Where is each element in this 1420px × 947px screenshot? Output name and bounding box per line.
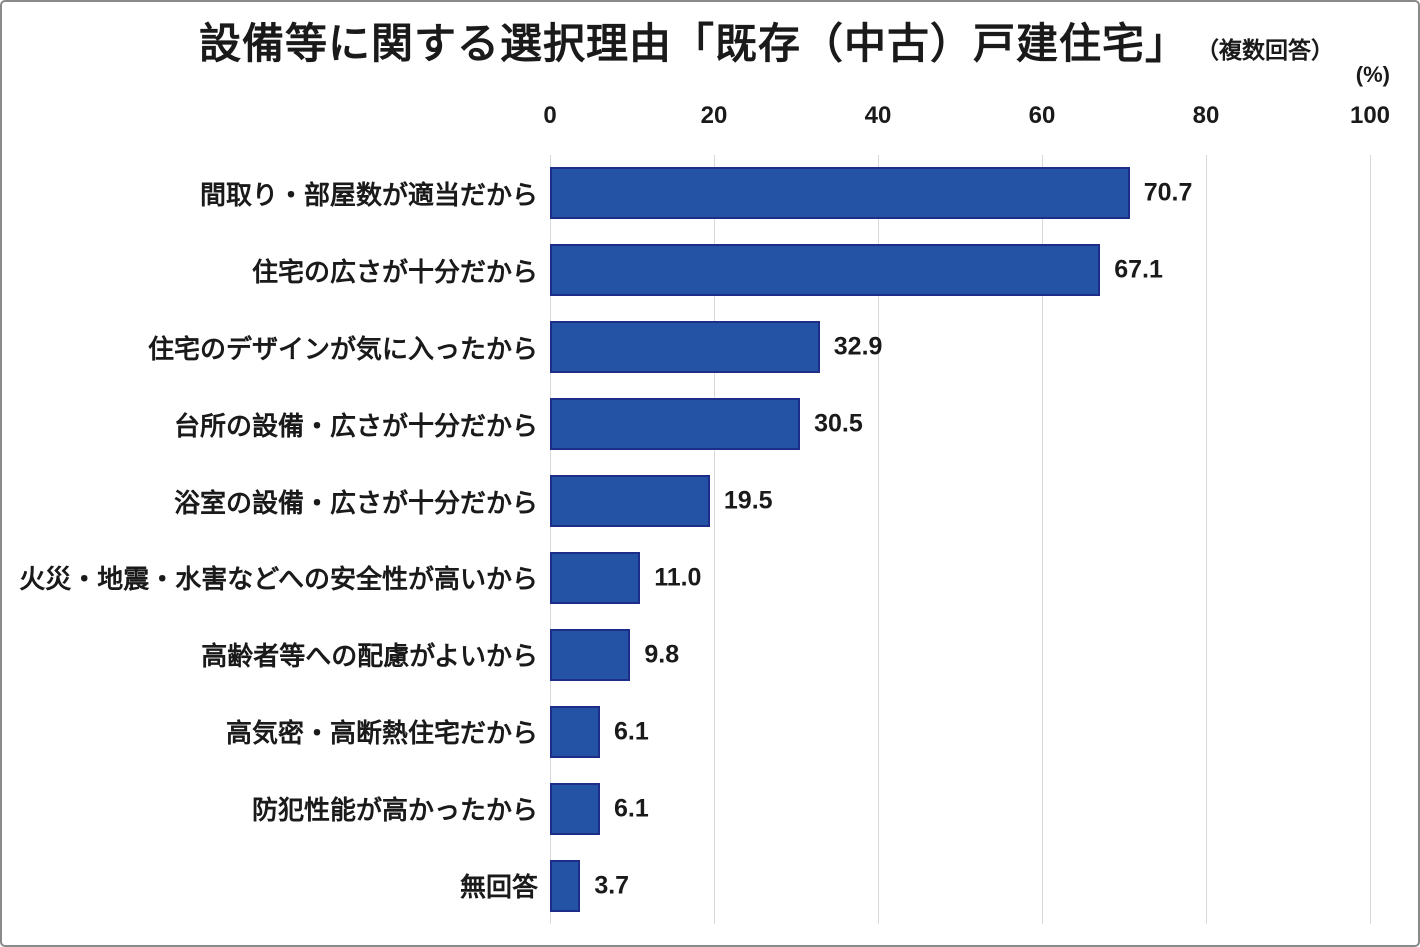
bar-row: 70.7 bbox=[550, 155, 1370, 232]
bar bbox=[550, 398, 801, 451]
x-tick-label: 80 bbox=[1192, 102, 1220, 129]
bar-value-label: 9.8 bbox=[644, 640, 680, 669]
bar bbox=[550, 859, 581, 912]
bar-row: 19.5 bbox=[550, 463, 1370, 540]
bar-row: 32.9 bbox=[550, 309, 1370, 386]
plot-area: 70.7 67.1 32.9 30.5 19.5 11.0 9.8 6.1 6.1 3.7 bbox=[550, 155, 1371, 924]
bar-value-label: 19.5 bbox=[723, 486, 773, 515]
gridline bbox=[878, 155, 879, 924]
bar-row: 11.0 bbox=[550, 540, 1370, 617]
chart-title: 設備等に関する選択理由「既存（中古）戸建住宅」 bbox=[199, 20, 1189, 67]
gridline bbox=[550, 155, 551, 924]
bar bbox=[550, 167, 1130, 220]
category-label: 火災・地震・水害などへの安全性が高いから bbox=[19, 564, 538, 595]
category-label: 高齢者等への配慮がよいから bbox=[201, 641, 538, 672]
bar bbox=[550, 705, 601, 758]
gridline bbox=[1370, 155, 1371, 924]
bar bbox=[550, 475, 710, 528]
category-label: 防犯性能が高かったから bbox=[251, 795, 538, 826]
chart-subtitle: （複数回答） bbox=[1196, 37, 1335, 63]
bar-value-label: 70.7 bbox=[1143, 178, 1193, 207]
category-label: 住宅の広さが十分だから bbox=[251, 256, 538, 287]
bar-value-label: 32.9 bbox=[833, 332, 883, 361]
gridline bbox=[1206, 155, 1207, 924]
unit-label: (%) bbox=[1355, 62, 1390, 87]
bar bbox=[550, 321, 820, 374]
x-tick-label: 100 bbox=[1349, 102, 1391, 129]
bar bbox=[550, 782, 601, 835]
bar-value-label: 30.5 bbox=[814, 409, 863, 438]
category-label: 高気密・高断熱住宅だから bbox=[225, 718, 538, 749]
gridline bbox=[714, 155, 715, 924]
bar-row: 6.1 bbox=[550, 770, 1370, 847]
bar bbox=[550, 551, 641, 604]
bar-value-label: 6.1 bbox=[614, 794, 649, 823]
category-label: 住宅のデザインが気に入ったから bbox=[147, 333, 538, 364]
x-tick-label: 60 bbox=[1028, 102, 1056, 129]
bar-value-label: 3.7 bbox=[594, 871, 630, 900]
bar-row: 9.8 bbox=[550, 616, 1370, 693]
category-label: 間取り・部屋数が適当だから bbox=[199, 179, 538, 210]
category-label: 無回答 bbox=[459, 872, 538, 903]
x-tick-label: 40 bbox=[864, 102, 892, 129]
category-label: 台所の設備・広さが十分だから bbox=[173, 410, 538, 441]
chart-title-row: 設備等に関する選択理由「既存（中古）戸建住宅」 （複数回答） bbox=[199, 10, 1334, 71]
bar-row: 67.1 bbox=[550, 232, 1370, 309]
category-labels: 間取り・部屋数が適当だから住宅の広さが十分だから住宅のデザインが気に入ったから台… bbox=[16, 155, 538, 924]
bar-value-label: 67.1 bbox=[1114, 255, 1163, 284]
bar-value-label: 6.1 bbox=[614, 717, 649, 746]
bar-row: 30.5 bbox=[550, 386, 1370, 463]
bar bbox=[550, 244, 1101, 297]
category-label: 浴室の設備・広さが十分だから bbox=[173, 487, 538, 518]
x-tick-label: 0 bbox=[543, 102, 557, 129]
bar-value-label: 11.0 bbox=[654, 563, 702, 592]
gridline bbox=[1042, 155, 1043, 924]
bar-row: 6.1 bbox=[550, 693, 1370, 770]
x-tick-label: 20 bbox=[700, 102, 728, 129]
bar-row: 3.7 bbox=[550, 847, 1370, 924]
bar bbox=[550, 628, 631, 681]
